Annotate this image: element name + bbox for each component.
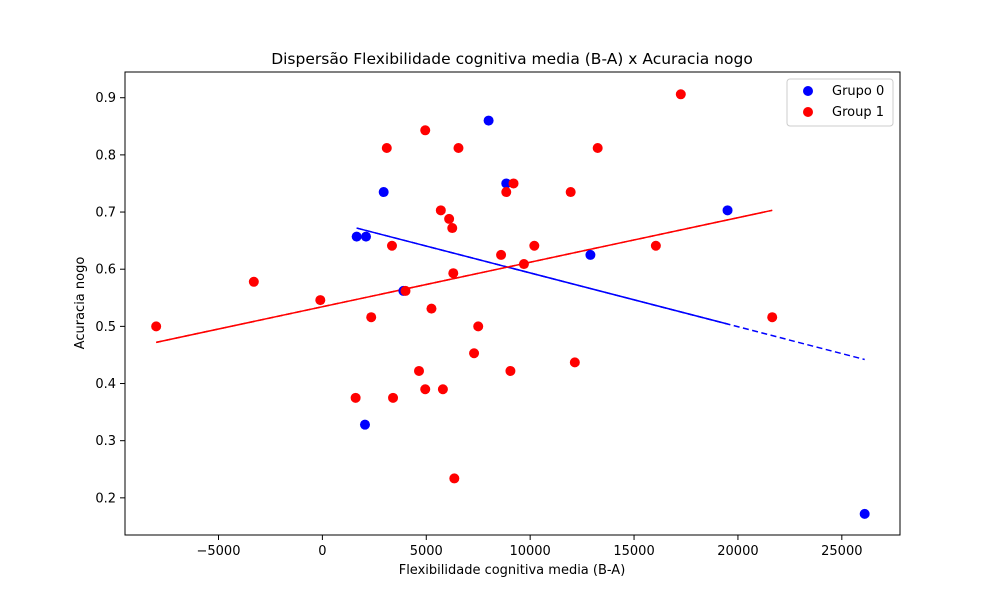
x-tick-label: 0 xyxy=(318,544,326,559)
y-axis-label: Acuracia nogo xyxy=(73,257,88,350)
point-grupo-0 xyxy=(859,508,870,519)
point-group-1 xyxy=(248,276,259,287)
point-grupo-0 xyxy=(359,419,370,430)
point-group-1 xyxy=(366,312,377,323)
point-group-1 xyxy=(414,365,425,376)
y-tick-label: 0.9 xyxy=(95,91,116,106)
point-group-1 xyxy=(386,240,397,251)
point-group-1 xyxy=(650,240,661,251)
x-tick-label: 5000 xyxy=(410,544,443,559)
legend-box xyxy=(786,78,894,127)
point-group-1 xyxy=(496,249,507,260)
point-group-1 xyxy=(469,348,480,359)
legend: Grupo 0 Group 1 xyxy=(786,78,894,127)
x-tick-label: −5000 xyxy=(197,544,241,559)
point-group-1 xyxy=(381,143,392,154)
point-group-1 xyxy=(449,473,460,484)
point-group-1 xyxy=(448,268,459,279)
point-group-1 xyxy=(501,187,512,198)
point-group-1 xyxy=(444,213,455,224)
point-grupo-0 xyxy=(722,205,733,216)
x-axis-label: Flexibilidade cognitiva media (B-A) xyxy=(399,563,626,578)
plot-background xyxy=(125,72,900,535)
chart-title: Dispersão Flexibilidade cognitiva media … xyxy=(271,50,753,68)
y-tick-label: 0.2 xyxy=(95,491,116,506)
plot-area xyxy=(124,71,901,536)
x-tick-label: 15000 xyxy=(613,544,654,559)
point-group-1 xyxy=(400,285,411,296)
point-group-1 xyxy=(565,187,576,198)
point-group-1 xyxy=(453,143,464,154)
point-group-1 xyxy=(508,178,519,189)
point-grupo-0 xyxy=(585,249,596,260)
y-tick-label: 0.3 xyxy=(95,434,116,449)
y-tick-label: 0.6 xyxy=(95,263,116,278)
x-tick-label: 20000 xyxy=(717,544,758,559)
point-group-1 xyxy=(529,240,540,251)
point-group-1 xyxy=(569,357,580,368)
point-group-1 xyxy=(447,223,458,234)
point-grupo-0 xyxy=(501,178,512,189)
point-group-1 xyxy=(592,143,603,154)
point-group-1 xyxy=(426,303,437,314)
point-group-1 xyxy=(518,259,529,270)
trend-lines xyxy=(156,209,865,361)
point-group-1 xyxy=(473,321,484,332)
y-tick-label: 0.8 xyxy=(95,148,116,163)
point-group-1 xyxy=(437,384,448,395)
point-group-1 xyxy=(505,365,516,376)
point-group-1 xyxy=(767,312,778,323)
trend-line-grupo-0 xyxy=(356,227,728,325)
legend-label-grupo-0: Grupo 0 xyxy=(832,84,884,99)
point-grupo-0 xyxy=(361,231,372,242)
plot-frame xyxy=(124,71,901,536)
point-grupo-0 xyxy=(483,115,494,126)
x-axis: −5000 0 5000 10000 15000 20000 25000 xyxy=(197,535,863,559)
y-tick-label: 0.5 xyxy=(95,320,116,335)
point-grupo-0 xyxy=(351,231,362,242)
point-group-1 xyxy=(350,392,361,403)
point-group-1 xyxy=(315,295,326,306)
x-tick-label: 10000 xyxy=(509,544,550,559)
x-tick-label: 25000 xyxy=(821,544,862,559)
legend-marker-group-1 xyxy=(803,107,813,117)
point-group-1 xyxy=(435,205,446,216)
point-group-1 xyxy=(151,321,162,332)
y-tick-label: 0.7 xyxy=(95,206,116,221)
data-points xyxy=(151,89,870,519)
point-grupo-0 xyxy=(378,187,389,198)
point-group-1 xyxy=(420,125,431,136)
point-group-1 xyxy=(675,89,686,100)
trend-line-group-1 xyxy=(156,209,773,344)
legend-marker-grupo-0 xyxy=(803,86,813,96)
point-group-1 xyxy=(420,384,431,395)
y-axis: 0.2 0.3 0.4 0.5 0.6 0.7 0.8 0.9 xyxy=(95,91,125,506)
y-tick-label: 0.4 xyxy=(95,377,116,392)
point-group-1 xyxy=(388,392,399,403)
legend-label-group-1: Group 1 xyxy=(832,105,884,120)
